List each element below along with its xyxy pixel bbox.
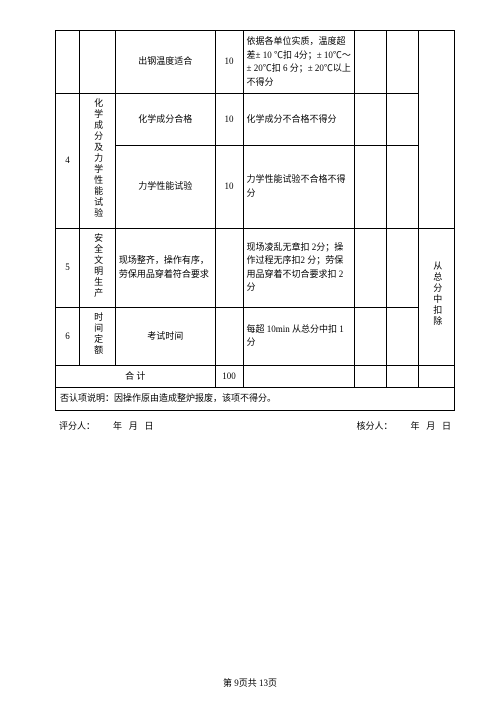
year-label: 年: [113, 421, 122, 431]
cell-r2c5a: 化学成分不合格不得分: [243, 94, 355, 146]
cell-r1c5: 依据各单位实质，温度超差± 10 ℃扣 4分；± 10℃～± 20℃扣 6 分；…: [243, 31, 355, 94]
cell-empty: [355, 31, 387, 94]
cell-note: 否认项说明：因操作原由造成整炉报废，该项不得分。: [56, 388, 455, 411]
cell-r4c3: 考试时间: [115, 308, 215, 366]
cell-empty: [387, 228, 419, 308]
cell-r2c1: 4: [56, 94, 80, 229]
checker-label: 核分人：: [356, 419, 392, 432]
cell-empty: [387, 31, 419, 94]
cell-empty: [79, 31, 115, 94]
cell-empty: [355, 145, 387, 228]
cell-r2c4a: 10: [215, 94, 243, 146]
cell-empty: [419, 31, 455, 229]
day-label2: 日: [442, 421, 451, 431]
cell-r3c2: 安全文明生产: [79, 228, 115, 308]
cell-empty: [215, 308, 243, 366]
scoring-table: 出钢温度适合 10 依据各单位实质，温度超差± 10 ℃扣 4分；± 10℃～±…: [55, 30, 455, 411]
cell-empty: [56, 31, 80, 94]
cell-r3c3: 现场整齐，操作有序，劳保用品穿着符合要求: [115, 228, 215, 308]
cell-empty: [355, 94, 387, 146]
cell-empty: [215, 228, 243, 308]
cell-empty: [387, 94, 419, 146]
cell-empty: [355, 365, 387, 388]
cell-r4c1: 6: [56, 308, 80, 366]
cell-empty: [419, 365, 455, 388]
cell-empty: [387, 365, 419, 388]
cell-r2c3a: 化学成分合格: [115, 94, 215, 146]
cell-r2c4b: 10: [215, 145, 243, 228]
cell-empty: [387, 145, 419, 228]
cell-empty: [387, 308, 419, 366]
cell-r4c5: 每超 10min 从总分中扣 1 分: [243, 308, 355, 366]
scorer-label: 评分人：: [59, 419, 95, 432]
cell-r4c2: 时间定额: [79, 308, 115, 366]
cell-r2c5b: 力学性能试验不合格不得分: [243, 145, 355, 228]
cell-r1c3: 出钢温度适合: [115, 31, 215, 94]
cell-r2c3b: 力学性能试验: [115, 145, 215, 228]
month-label: 月: [129, 421, 138, 431]
cell-r3c5: 现场凌乱无章扣 2分；操作过程无序扣2 分；劳保用品穿着不切合要求扣 2 分: [243, 228, 355, 308]
cell-total-label: 合 计: [56, 365, 216, 388]
cell-r1c4: 10: [215, 31, 243, 94]
day-label: 日: [145, 421, 154, 431]
cell-r3c8: 从总分中扣除: [419, 228, 455, 365]
cell-total-val: 100: [215, 365, 243, 388]
cell-empty: [355, 228, 387, 308]
cell-empty: [355, 308, 387, 366]
cell-r2c2: 化学成分及力学性能试验: [79, 94, 115, 229]
year-label2: 年: [410, 421, 419, 431]
cell-empty: [243, 365, 355, 388]
page-footer: 第 9页共 13页: [0, 676, 500, 689]
signature-line: 评分人： 年 月 日 核分人： 年 月 日: [55, 411, 455, 432]
month-label2: 月: [426, 421, 435, 431]
cell-r3c1: 5: [56, 228, 80, 308]
